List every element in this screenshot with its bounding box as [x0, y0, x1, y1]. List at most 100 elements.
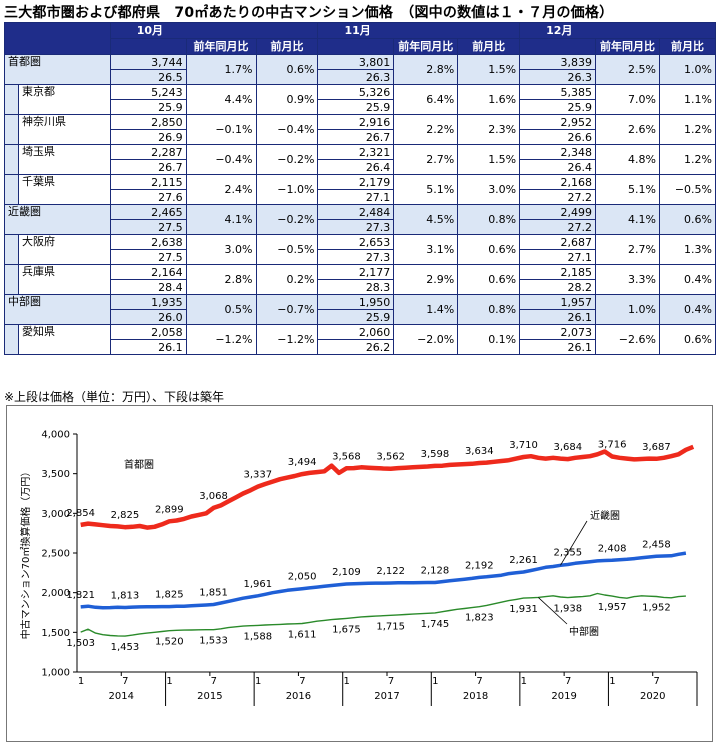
- data-label: 3,716: [598, 440, 627, 451]
- mom-cell: 3.0%: [457, 174, 521, 205]
- data-label: 1,520: [155, 637, 184, 648]
- prefecture-name: 愛知県: [17, 324, 111, 355]
- year-label: 2018: [463, 691, 488, 702]
- header-sub: 前月比: [457, 38, 521, 55]
- age-cell: 27.5: [109, 219, 187, 235]
- yoy-cell: 6.4%: [393, 84, 459, 115]
- mom-cell: 1.6%: [457, 84, 521, 115]
- price-cell: 2,850: [109, 114, 187, 130]
- row-indent: [4, 174, 19, 205]
- yoy-cell: 4.1%: [185, 204, 257, 235]
- price-cell: 2,168: [519, 174, 597, 190]
- age-cell: 25.9: [109, 99, 187, 115]
- yoy-cell: 4.4%: [185, 84, 257, 115]
- yoy-cell: −2.6%: [595, 324, 660, 355]
- mom-cell: 0.8%: [457, 204, 521, 235]
- age-cell: 25.9: [519, 99, 597, 115]
- header-sub: 前年同月比: [185, 38, 257, 55]
- price-cell: 2,499: [519, 204, 597, 220]
- leader-line: [560, 520, 588, 566]
- year-label: 2015: [197, 691, 222, 702]
- mom-cell: −0.5%: [255, 234, 319, 265]
- age-cell: 26.0: [109, 309, 187, 325]
- price-cell: 5,326: [317, 84, 395, 100]
- header-blank: [4, 22, 111, 55]
- mom-cell: 0.1%: [457, 324, 521, 355]
- data-label: 3,598: [421, 449, 450, 460]
- data-label: 1,823: [465, 613, 494, 624]
- table-row: 千葉県 2,115 2.4% −1.0% 2,179 5.1% 3.0% 2,168 5.1% −…: [4, 174, 716, 205]
- age-cell: 26.3: [519, 69, 597, 85]
- mom-cell: 1.2%: [658, 114, 716, 145]
- data-label: 3,494: [288, 457, 317, 468]
- mom-cell: 1.5%: [457, 144, 521, 175]
- age-cell: 26.4: [317, 159, 395, 175]
- data-label: 3,562: [376, 452, 405, 463]
- year-label: 2014: [109, 691, 134, 702]
- age-cell: 25.9: [317, 309, 395, 325]
- age-cell: 26.1: [519, 309, 597, 325]
- yoy-cell: 2.7%: [595, 234, 660, 265]
- yoy-cell: 2.9%: [393, 264, 459, 295]
- y-tick-label: 1,500: [41, 628, 70, 639]
- mom-cell: 0.9%: [255, 84, 319, 115]
- yoy-cell: 3.1%: [393, 234, 459, 265]
- header-sub: 前月比: [658, 38, 716, 55]
- month-tick-label: 7: [122, 676, 128, 687]
- data-label: 1,813: [111, 591, 140, 602]
- age-cell: 27.1: [317, 189, 395, 205]
- month-tick-label: 7: [388, 676, 394, 687]
- yoy-cell: 1.7%: [185, 54, 257, 85]
- year-label: 2017: [374, 691, 399, 702]
- price-cell: 2,179: [317, 174, 395, 190]
- header-row-months: 10月 11月 12月: [4, 22, 716, 55]
- yoy-cell: 0.5%: [185, 294, 257, 325]
- header-blank: [109, 38, 187, 55]
- mom-cell: −1.2%: [255, 324, 319, 355]
- y-tick-label: 1,000: [41, 668, 70, 679]
- data-label: 3,337: [244, 470, 273, 481]
- age-cell: 27.1: [519, 249, 597, 265]
- series-line: [80, 551, 687, 610]
- price-cell: 2,060: [317, 324, 395, 340]
- age-cell: 26.7: [317, 129, 395, 145]
- price-cell: 1,950: [317, 294, 395, 310]
- data-label: 2,261: [509, 555, 538, 566]
- yoy-cell: 2.8%: [185, 264, 257, 295]
- table-row: 埼玉県 2,287 −0.4% −0.2% 2,321 2.7% 1.5% 2,348 4.8%…: [4, 144, 716, 175]
- price-cell: 3,839: [519, 54, 597, 70]
- month-tick-label: 1: [521, 676, 527, 687]
- table-row: 首都圏 3,744 1.7% 0.6% 3,801 2.8% 1.5% 3,839 2.5% 1.…: [4, 54, 716, 85]
- header-sub: 前年同月比: [595, 38, 660, 55]
- mom-cell: 1.2%: [658, 144, 716, 175]
- table-row: 27.6 27.1 27.2: [5, 189, 716, 205]
- yoy-cell: 1.0%: [595, 294, 660, 325]
- age-cell: 27.2: [519, 189, 597, 205]
- header-month: 11月: [317, 22, 521, 39]
- yoy-cell: 2.5%: [595, 54, 660, 85]
- data-label: 3,068: [199, 491, 228, 502]
- age-cell: 27.3: [317, 219, 395, 235]
- age-cell: 28.4: [109, 279, 187, 295]
- row-indent: [4, 264, 19, 295]
- data-label: 1,588: [244, 631, 273, 642]
- price-cell: 5,243: [109, 84, 187, 100]
- data-label: 1,938: [554, 604, 583, 615]
- age-cell: 27.5: [109, 249, 187, 265]
- mom-cell: −0.4%: [255, 114, 319, 145]
- yoy-cell: 2.6%: [595, 114, 660, 145]
- mom-cell: −0.2%: [255, 204, 319, 235]
- age-cell: 26.1: [519, 339, 597, 355]
- y-axis-label: 中古マンション70㎡換算価格（万円）: [19, 467, 32, 640]
- mom-cell: 1.3%: [658, 234, 716, 265]
- mom-cell: −0.7%: [255, 294, 319, 325]
- price-cell: 2,115: [109, 174, 187, 190]
- yoy-cell: 5.1%: [595, 174, 660, 205]
- month-tick-label: 7: [476, 676, 482, 687]
- yoy-cell: 4.1%: [595, 204, 660, 235]
- data-label: 3,687: [642, 442, 671, 453]
- header-sub: 前月比: [255, 38, 319, 55]
- series-line: [80, 444, 695, 530]
- y-tick-label: 2,500: [41, 549, 70, 560]
- month-tick-label: 7: [654, 676, 660, 687]
